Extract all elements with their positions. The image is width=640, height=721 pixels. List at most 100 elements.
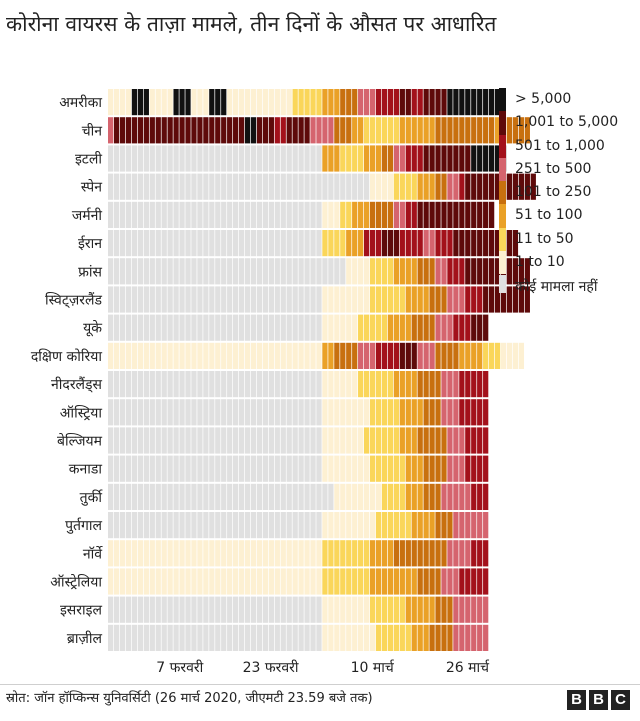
heat-cell xyxy=(429,455,435,482)
heat-cell xyxy=(179,342,185,369)
heat-cell xyxy=(352,568,358,595)
heat-cell xyxy=(405,568,411,595)
heat-cell xyxy=(280,399,286,426)
heat-cell xyxy=(256,145,263,172)
heat-cell xyxy=(268,399,274,426)
heat-cell xyxy=(453,230,459,257)
heat-cell xyxy=(477,371,483,398)
heat-cell xyxy=(334,540,340,567)
heat-cell xyxy=(334,624,340,651)
bbc-logo-letter: B xyxy=(589,690,608,710)
heat-cell xyxy=(489,286,495,313)
heat-cell xyxy=(167,230,173,257)
heat-cell xyxy=(238,512,245,539)
heat-cell xyxy=(238,342,245,369)
heat-cell xyxy=(381,427,388,454)
heat-cell xyxy=(256,314,263,341)
heat-cell xyxy=(262,568,269,595)
heat-cell xyxy=(387,483,394,510)
heat-cell xyxy=(363,89,370,116)
heat-cell xyxy=(387,201,394,228)
heat-cell xyxy=(203,342,209,369)
heat-cell xyxy=(435,258,441,285)
heat-cell xyxy=(137,371,144,398)
heat-cell xyxy=(167,624,173,651)
heat-cell xyxy=(268,286,274,313)
heat-cell xyxy=(369,201,376,228)
heat-cell xyxy=(292,512,298,539)
heat-cell xyxy=(167,596,173,623)
heat-cell xyxy=(161,201,167,228)
heat-cell xyxy=(512,173,519,200)
heat-cell xyxy=(238,540,245,567)
heat-cell xyxy=(286,230,292,257)
heat-cell xyxy=(387,173,394,200)
heat-cell xyxy=(465,427,471,454)
heat-cell xyxy=(203,455,209,482)
heat-cell xyxy=(161,89,167,116)
heat-cell xyxy=(417,258,423,285)
heat-cell xyxy=(453,342,459,369)
heat-cell xyxy=(459,286,465,313)
heat-cell xyxy=(155,483,161,510)
heat-cell xyxy=(381,117,388,144)
heat-cell xyxy=(447,286,453,313)
heat-cell xyxy=(477,624,483,651)
heat-cell xyxy=(227,540,233,567)
heat-cell xyxy=(310,201,316,228)
heat-cell xyxy=(113,89,120,116)
heat-cell xyxy=(334,342,340,369)
heat-cell xyxy=(155,427,161,454)
row-label: नॉर्वे xyxy=(83,545,103,562)
heat-cell xyxy=(215,230,221,257)
heat-cell xyxy=(441,540,447,567)
heat-cell xyxy=(304,483,310,510)
heat-cell xyxy=(298,540,304,567)
heat-cell xyxy=(411,286,417,313)
row-label: यूके xyxy=(83,320,102,337)
legend-label: कोई मामला नहीं xyxy=(515,279,598,295)
heat-cell xyxy=(131,624,138,651)
heat-cell xyxy=(197,145,203,172)
heat-cell xyxy=(215,314,221,341)
heat-cell xyxy=(221,624,227,651)
heat-cell xyxy=(197,342,203,369)
heat-cell xyxy=(375,540,382,567)
heat-cell xyxy=(179,596,185,623)
heat-cell xyxy=(286,483,292,510)
heat-cell xyxy=(316,117,322,144)
heat-cell xyxy=(292,455,298,482)
heat-cell xyxy=(233,483,239,510)
heat-cell xyxy=(489,201,495,228)
heat-cell xyxy=(262,201,269,228)
heat-cell xyxy=(363,258,370,285)
heat-cell xyxy=(227,117,233,144)
heat-cell xyxy=(346,89,352,116)
heat-cell xyxy=(197,399,203,426)
heat-cell xyxy=(322,568,328,595)
heat-cell xyxy=(369,427,376,454)
heat-cell xyxy=(119,596,126,623)
heat-cell xyxy=(179,540,185,567)
heat-cell xyxy=(387,540,394,567)
heat-cell xyxy=(197,455,203,482)
heat-cell xyxy=(530,173,536,200)
heat-cell xyxy=(387,455,394,482)
heat-cell xyxy=(441,201,447,228)
heat-cell xyxy=(256,342,263,369)
heat-cell xyxy=(500,286,507,313)
heat-cell xyxy=(179,230,185,257)
heat-cell xyxy=(149,286,155,313)
heat-cell xyxy=(328,258,334,285)
heat-cell xyxy=(346,230,352,257)
heat-cell xyxy=(161,286,167,313)
heat-cell xyxy=(494,117,501,144)
heat-cell xyxy=(119,117,126,144)
heat-cell xyxy=(215,568,221,595)
heat-cell xyxy=(179,399,185,426)
heat-cell xyxy=(429,512,435,539)
heat-cell xyxy=(131,427,138,454)
heat-cell xyxy=(417,596,423,623)
heat-cell xyxy=(119,286,126,313)
heat-cell xyxy=(340,399,346,426)
